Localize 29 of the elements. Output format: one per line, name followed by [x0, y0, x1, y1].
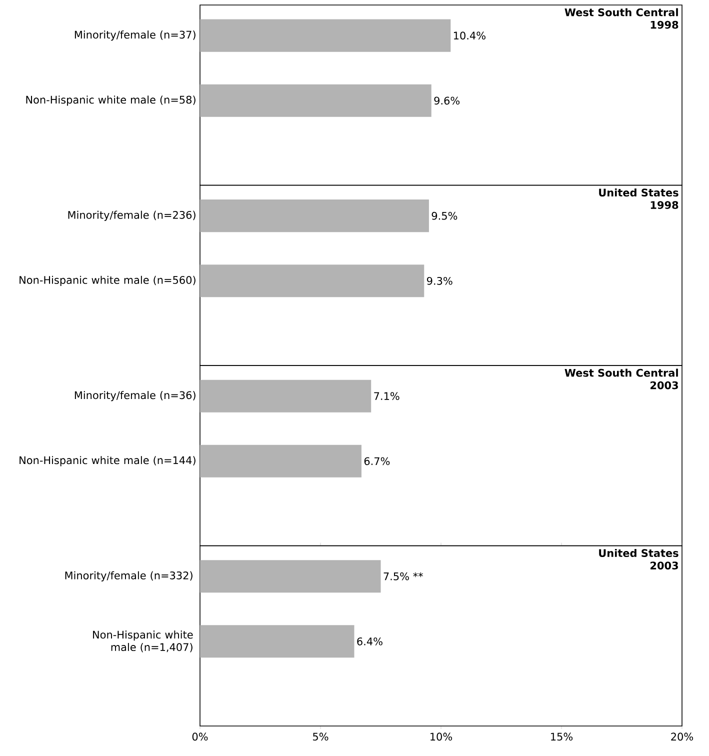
data-label: 9.6%: [434, 96, 460, 105]
y-tick-label: Minority/female (n=36): [74, 391, 196, 402]
data-label: 9.5%: [432, 212, 458, 220]
data-label: 9.3%: [426, 276, 452, 285]
text: 1998: [650, 20, 678, 29]
data-label: 10.4%: [454, 32, 486, 40]
y-tick-label: Non-Hispanic white male (n=560): [20, 276, 196, 286]
data-label: 7.5% **: [384, 572, 423, 580]
y-tick-label: Minority/female (n=332): [65, 571, 192, 582]
text: 1998: [650, 201, 678, 209]
y-tick-label: Minority/female (n=236): [68, 210, 196, 221]
chart-title: West South Central: [564, 368, 678, 377]
y-tick-label: Minority/female (n=37): [74, 30, 196, 41]
data-label: 6.4%: [357, 637, 382, 646]
y-tick-label: Non-Hispanic white male (n=58): [26, 96, 196, 106]
x-tick-label: 15%: [551, 732, 573, 741]
x-tick-label: 0%: [192, 732, 208, 741]
chart-title: West South Central: [564, 8, 678, 16]
x-tick-label: 10%: [430, 732, 452, 741]
x-tick-label: 5%: [313, 732, 328, 741]
text: 2003: [650, 381, 678, 390]
y-tick-label: Non-Hispanic white male (n=144): [20, 456, 196, 466]
chart-title: United States: [599, 548, 678, 558]
x-tick-label: 20%: [671, 732, 694, 741]
data-label: 7.1%: [374, 392, 400, 400]
y-tick-label: Non-Hispanic white male (n=1,407): [93, 630, 193, 652]
data-label: 6.7%: [364, 457, 390, 466]
chart-title: United States: [599, 188, 678, 197]
text: 2003: [650, 562, 678, 570]
